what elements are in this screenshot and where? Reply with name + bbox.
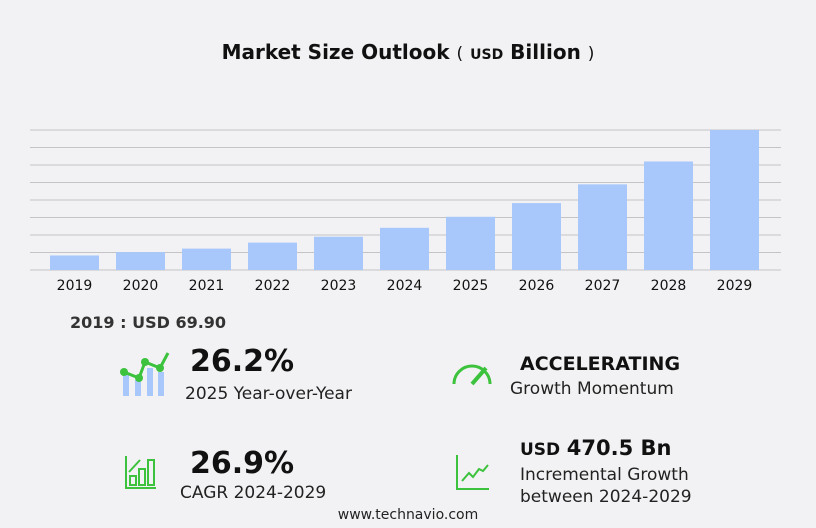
- bar-2025[interactable]: [446, 216, 495, 270]
- footer-url[interactable]: www.technavio.com: [337, 507, 479, 523]
- x-tick-label: 2025: [453, 278, 489, 294]
- bar-2019[interactable]: [50, 255, 99, 270]
- x-tick-label: 2021: [189, 278, 225, 294]
- cagr-value: 26.9%: [190, 446, 295, 481]
- momentum-label: Growth Momentum: [510, 379, 674, 399]
- yoy-label: 2025 Year-over-Year: [185, 384, 352, 404]
- unit-label: Billion: [510, 40, 581, 64]
- bar-2020[interactable]: [116, 252, 165, 270]
- incremental-value: 470.5 Bn: [566, 436, 672, 460]
- x-tick-label: 2027: [585, 278, 621, 294]
- x-tick-label: 2028: [651, 278, 687, 294]
- bar-2026[interactable]: [512, 203, 561, 270]
- bar-2022[interactable]: [248, 242, 297, 270]
- bar-2024[interactable]: [380, 227, 429, 270]
- x-tick-label: 2022: [255, 278, 291, 294]
- incremental-label-1: Incremental Growth: [520, 465, 689, 485]
- chart-title: Market Size Outlook ( USD Billion ): [221, 40, 595, 64]
- incremental-label-2: between 2024-2029: [520, 487, 692, 507]
- x-tick-label: 2026: [519, 278, 555, 294]
- x-tick-label: 2023: [321, 278, 357, 294]
- cagr-chart-icon: [125, 456, 156, 489]
- x-tick-label: 2019: [57, 278, 93, 294]
- speedometer-icon: [452, 364, 492, 386]
- x-tick-label: 2020: [123, 278, 159, 294]
- bar-2027[interactable]: [578, 184, 627, 270]
- bar-2023[interactable]: [314, 236, 363, 270]
- yoy-value: 26.2%: [190, 344, 295, 379]
- unit-prefix: USD: [470, 47, 504, 63]
- bar-2028[interactable]: [644, 161, 693, 270]
- bar-2029[interactable]: [710, 130, 759, 270]
- growth-chart-icon: [120, 352, 170, 396]
- bar-chart: 2019 2020 2021 2022 2023 2024 2025 2026 2027 2028…: [30, 129, 781, 294]
- incremental-growth-icon: [456, 455, 489, 490]
- x-tick-label: 2029: [717, 278, 753, 294]
- x-tick-label: 2024: [387, 278, 423, 294]
- momentum-value: ACCELERATING: [520, 353, 681, 375]
- first-value-label: 2019 : USD 69.90: [70, 313, 227, 332]
- bar-2021[interactable]: [182, 248, 231, 270]
- incremental-prefix: USD: [520, 440, 561, 460]
- cagr-label: CAGR 2024-2029: [180, 483, 327, 503]
